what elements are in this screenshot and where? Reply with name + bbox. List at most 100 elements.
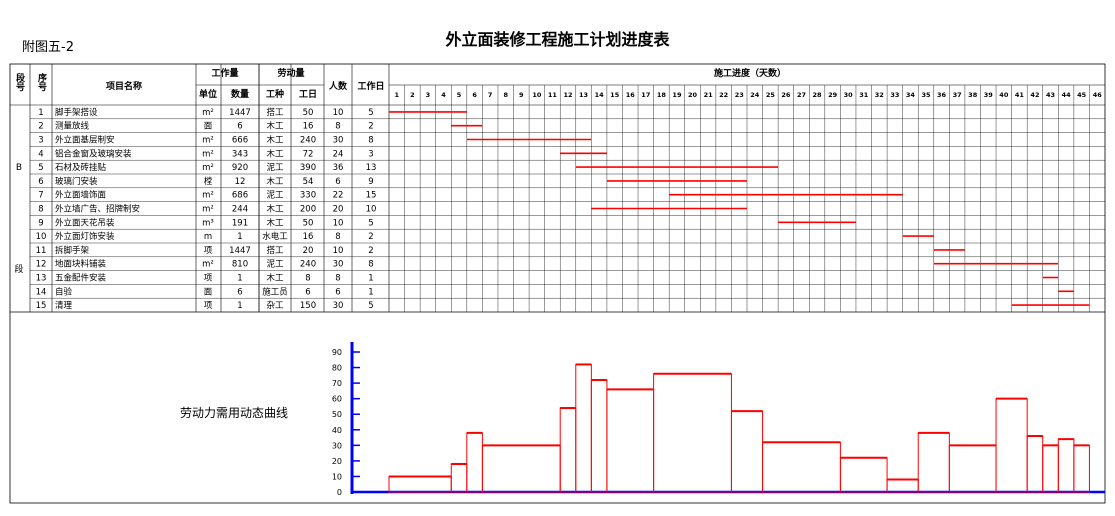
cell-labor: 330 <box>300 191 316 201</box>
cell-people: 30 <box>333 136 344 146</box>
cell-qty: 1447 <box>229 246 251 256</box>
day-tick-label: 40 <box>999 91 1009 99</box>
table-grid <box>9 63 1106 504</box>
cell-no: 12 <box>36 260 47 270</box>
cell-labor: 50 <box>303 218 314 228</box>
cell-unit: 樘 <box>204 176 213 187</box>
cell-name: 地面块料铺装 <box>55 259 107 270</box>
day-tick-label: 29 <box>828 91 838 99</box>
cell-days: 9 <box>368 177 373 187</box>
day-tick-label: 33 <box>890 91 899 99</box>
cell-trade: 施工员 <box>262 286 288 297</box>
cell-people: 6 <box>335 177 340 187</box>
cell-no: 9 <box>38 218 43 228</box>
labor-step <box>1042 444 1059 493</box>
cell-people: 6 <box>335 287 340 297</box>
cell-qty: 343 <box>232 149 248 159</box>
curve-label: 劳动力需用动态曲线 <box>180 406 289 420</box>
cell-labor: 50 <box>303 108 314 118</box>
cell-name: 外立面天花吊装 <box>55 217 115 228</box>
cell-no: 5 <box>38 163 43 173</box>
cell-unit: m² <box>202 136 214 146</box>
day-tick-label: 23 <box>735 91 744 99</box>
day-tick-label: 41 <box>1015 91 1025 99</box>
day-tick-label: 34 <box>906 91 916 99</box>
cell-name: 清理 <box>55 300 73 311</box>
header-labor: 工日 <box>299 89 317 100</box>
day-tick-label: 43 <box>1046 91 1055 99</box>
cell-trade: 木工 <box>266 135 284 146</box>
cell-people: 8 <box>335 122 340 132</box>
header-people: 人数 <box>328 80 348 92</box>
table-row: 15 清理 项 1 杂工 150 30 5 <box>36 300 374 311</box>
cell-days: 10 <box>366 205 377 215</box>
day-tick-label: 5 <box>457 91 462 99</box>
cell-days: 2 <box>368 232 373 242</box>
cell-no: 7 <box>38 191 43 201</box>
day-tick-label: 35 <box>921 91 931 99</box>
cell-name: 铝合金窗及玻璃安装 <box>55 148 132 159</box>
header-trade: 工种 <box>266 88 284 100</box>
table-frame <box>9 63 1106 504</box>
day-tick-label: 9 <box>519 91 524 99</box>
segment-char-duan: 段 <box>14 263 23 275</box>
day-tick-label: 19 <box>672 91 682 99</box>
cell-trade: 搭工 <box>266 107 284 118</box>
table-row: 9 外立面天花吊装 m³ 191 木工 50 10 5 <box>38 217 373 228</box>
day-tick-label: 32 <box>875 91 884 99</box>
labor-step <box>917 432 950 493</box>
cell-people: 22 <box>333 191 344 201</box>
cell-unit: 项 <box>204 246 213 256</box>
cell-trade: 杂工 <box>266 301 284 311</box>
cell-qty: 666 <box>232 136 248 146</box>
day-tick-label: 6 <box>472 91 477 99</box>
cell-labor: 240 <box>300 136 316 146</box>
y-tick-label: 50 <box>332 410 342 419</box>
cell-people: 10 <box>333 246 344 256</box>
day-tick-label: 39 <box>984 91 994 99</box>
table-row: 12 地面块料铺装 m² 810 泥工 240 30 8 <box>36 259 374 270</box>
cell-labor: 200 <box>300 205 316 215</box>
cell-name: 外立墙广告、招牌制安 <box>55 204 140 215</box>
y-tick-label: 40 <box>332 426 342 435</box>
day-tick-label: 24 <box>750 91 760 99</box>
day-tick-label: 27 <box>797 91 806 99</box>
cell-qty: 12 <box>235 177 246 187</box>
day-tick-label: 4 <box>441 91 446 99</box>
cell-qty: 1447 <box>229 108 251 118</box>
cell-no: 10 <box>36 232 47 242</box>
table-row: 7 外立面墙饰面 m² 686 泥工 330 22 15 <box>38 190 376 201</box>
cell-unit: m² <box>202 108 214 118</box>
cell-people: 36 <box>333 163 344 173</box>
labor-step <box>575 363 592 493</box>
cell-name: 外立面灯饰安装 <box>55 231 115 242</box>
labor-step <box>948 444 997 493</box>
day-tick-label: 7 <box>488 91 493 99</box>
cell-people: 30 <box>333 301 344 311</box>
labor-step <box>839 457 888 493</box>
cell-name: 外立面墙饰面 <box>55 190 107 201</box>
cell-unit: 项 <box>204 274 213 284</box>
cell-name: 拆脚手架 <box>55 245 90 256</box>
cell-days: 2 <box>368 246 373 256</box>
cell-trade: 泥工 <box>266 191 284 201</box>
cell-days: 5 <box>368 108 373 118</box>
table-row: 13 五金配件安装 项 1 木工 8 8 1 <box>36 273 374 284</box>
cell-trade: 木工 <box>266 148 284 159</box>
cell-no: 1 <box>38 108 43 118</box>
y-tick-label: 80 <box>332 364 342 373</box>
day-tick-label: 13 <box>579 91 588 99</box>
day-tick-label: 18 <box>657 91 667 99</box>
cell-unit: 项 <box>204 301 213 311</box>
cell-name: 外立面基层制安 <box>55 135 115 146</box>
labor-curve: 0 10 20 30 40 50 60 70 80 90 <box>332 342 1105 497</box>
cell-no: 2 <box>38 122 43 132</box>
cell-days: 8 <box>368 260 373 270</box>
cell-people: 24 <box>333 149 344 159</box>
cell-qty: 1 <box>237 274 242 284</box>
labor-step <box>450 463 468 493</box>
day-tick-label: 10 <box>532 91 542 99</box>
task-rows: 1 脚手架搭设 m² 1447 搭工 50 10 52 测量放线面 6 木工 16 8 23 外立面基层制安… <box>36 107 377 311</box>
day-tick-label: 22 <box>719 91 728 99</box>
day-tick-label: 45 <box>1077 91 1087 99</box>
